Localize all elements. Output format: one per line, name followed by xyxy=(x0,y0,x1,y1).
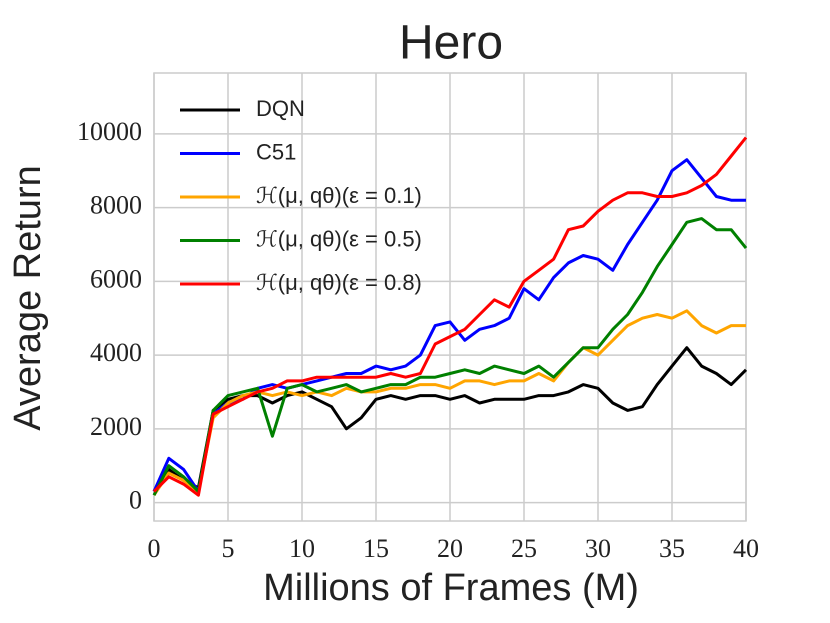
x-tick-label: 15 xyxy=(363,534,389,563)
y-tick-label: 8000 xyxy=(90,191,142,220)
x-tick-label: 0 xyxy=(148,534,161,563)
y-tick-label: 0 xyxy=(129,486,142,515)
legend-label: DQN xyxy=(256,96,305,121)
legend-label: ℋ(μ, qθ)(ε = 0.8) xyxy=(256,270,422,295)
x-tick-label: 10 xyxy=(289,534,315,563)
chart-title: Hero xyxy=(399,17,503,70)
x-tick-label: 40 xyxy=(733,534,759,563)
y-tick-label: 10000 xyxy=(77,117,142,146)
legend-label: ℋ(μ, qθ)(ε = 0.1) xyxy=(256,183,422,208)
y-tick-label: 2000 xyxy=(90,412,142,441)
y-tick-label: 4000 xyxy=(90,338,142,367)
x-tick-label: 25 xyxy=(511,534,537,563)
legend-label: ℋ(μ, qθ)(ε = 0.5) xyxy=(256,226,422,251)
series-line xyxy=(152,136,748,497)
y-tick-label: 6000 xyxy=(90,264,142,293)
x-tick-label: 5 xyxy=(222,534,235,563)
legend-label: C51 xyxy=(256,139,296,164)
y-axis-label: Average Return xyxy=(7,165,49,430)
x-tick-label: 20 xyxy=(437,534,463,563)
x-tick-label: 35 xyxy=(659,534,685,563)
x-axis-label: Millions of Frames (M) xyxy=(263,567,639,609)
x-tick-label: 30 xyxy=(585,534,611,563)
series-line xyxy=(152,217,748,496)
